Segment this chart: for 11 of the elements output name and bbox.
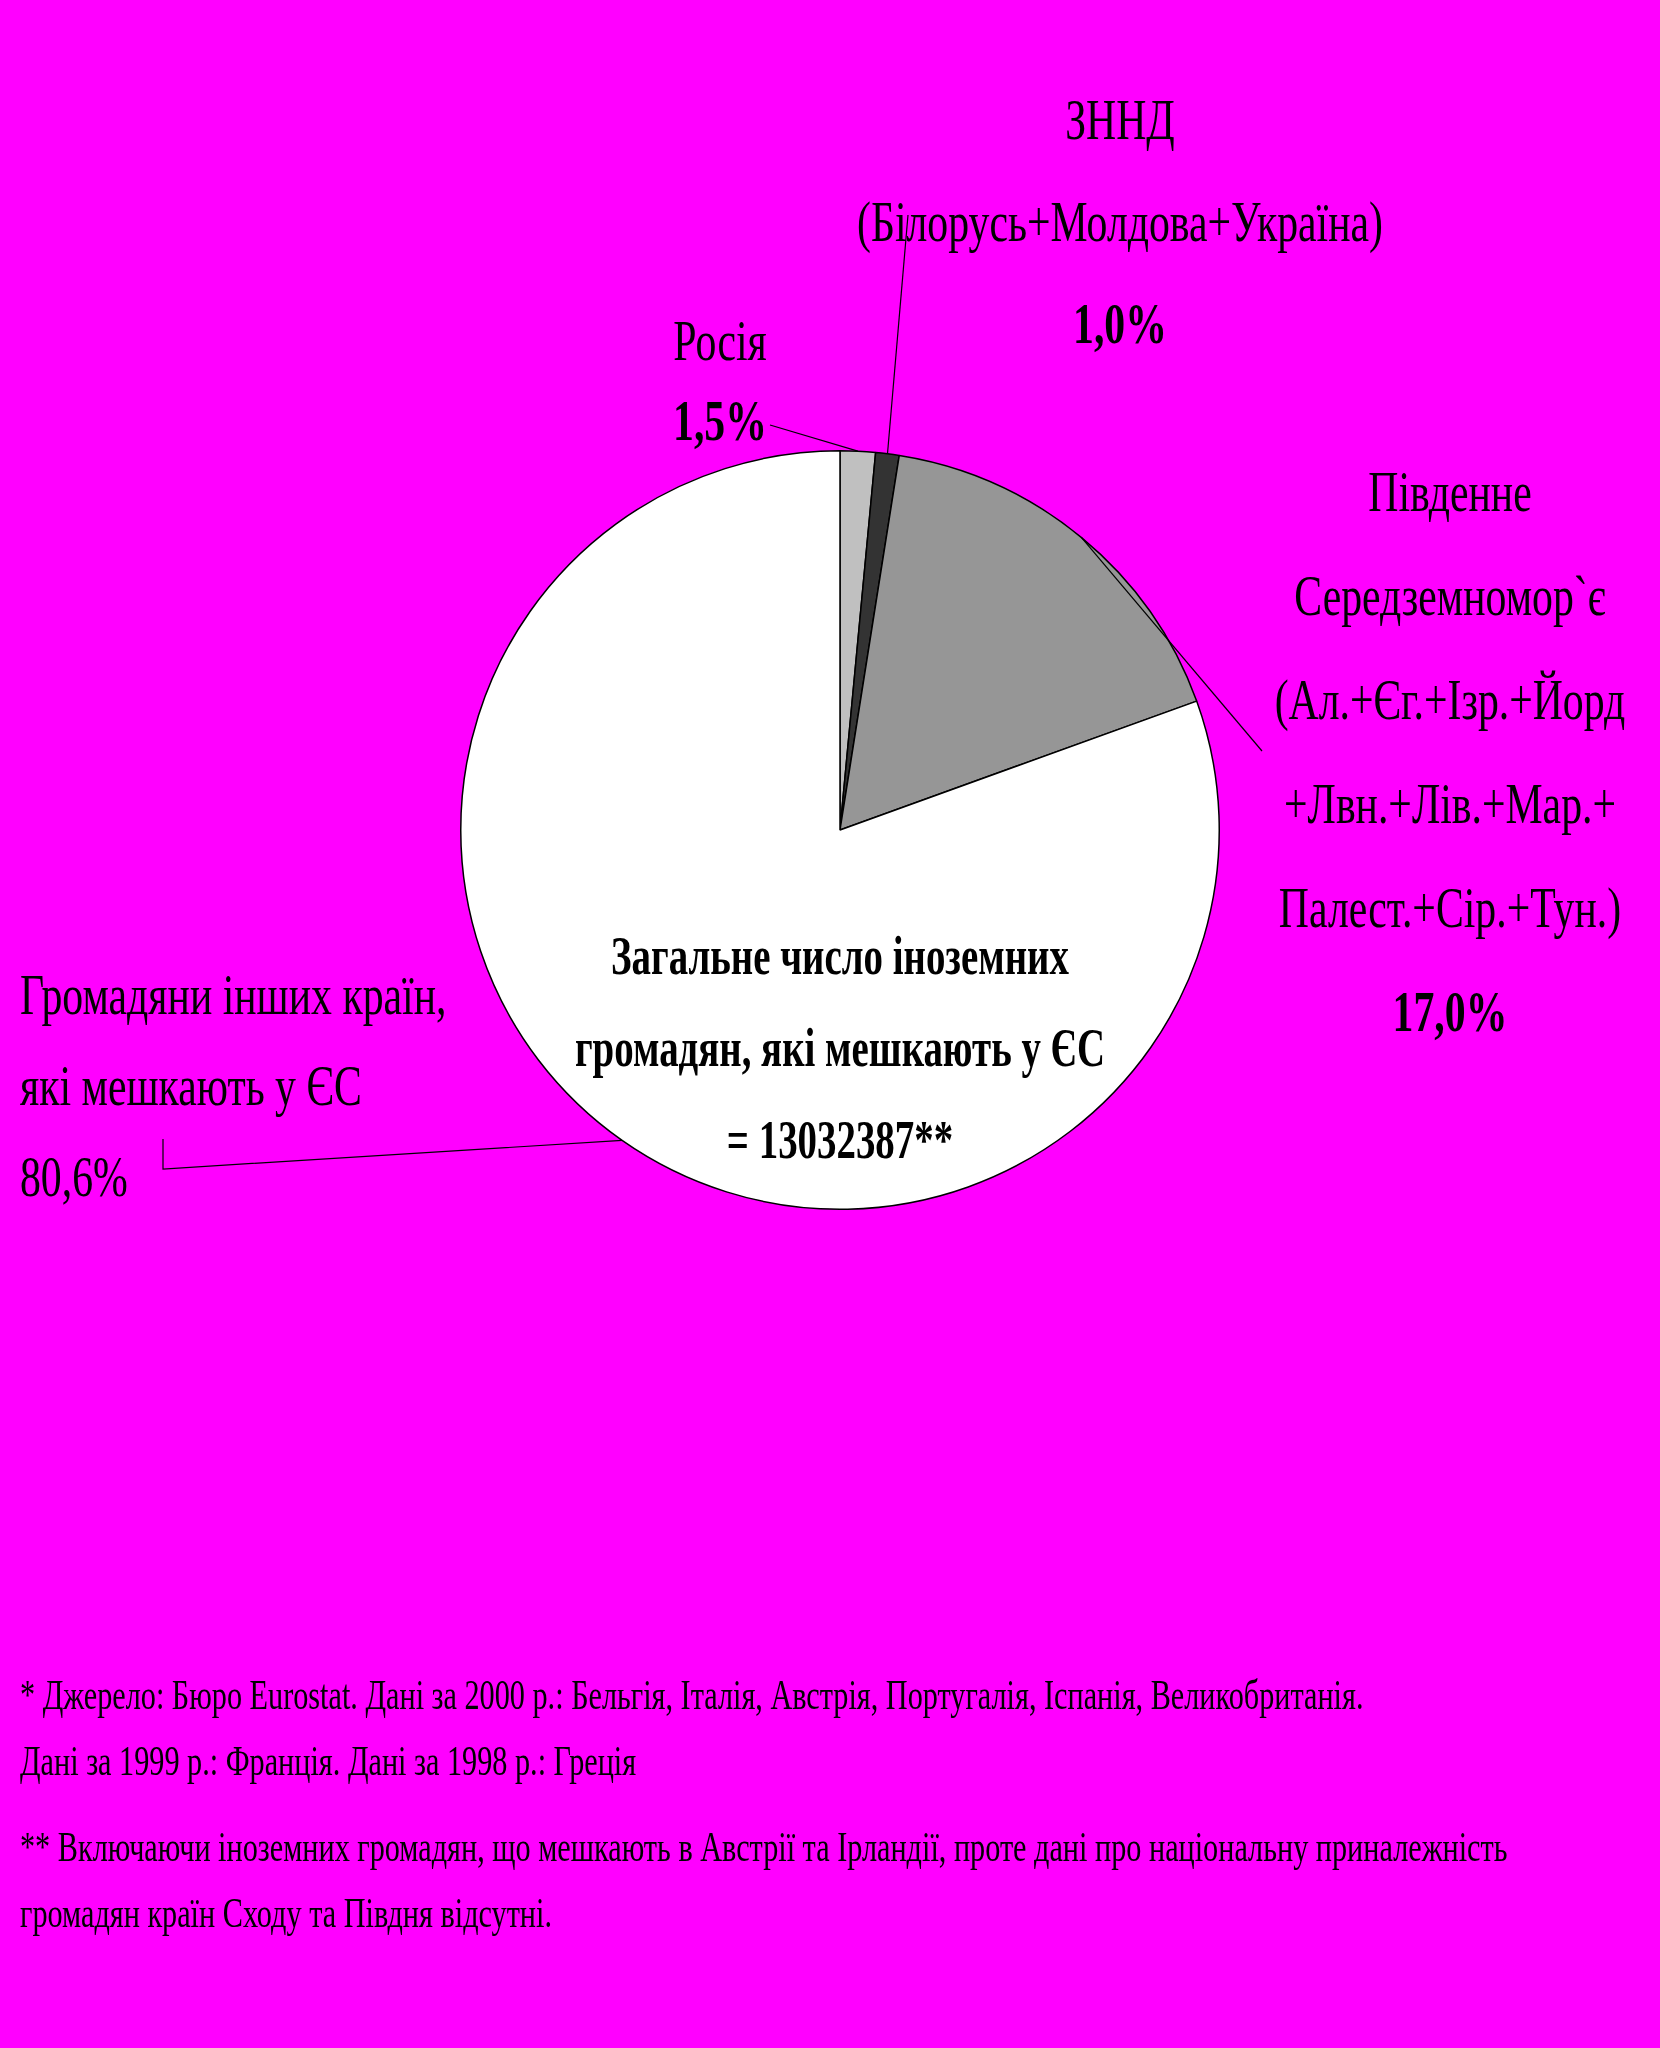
text: Загальне число іноземних громадян, які мешкають у ЄС = 13032387** <box>574 925 1106 1170</box>
data-label: 80,6% <box>20 1144 128 1209</box>
text: * Джерело: Бюро Eurostat. Дані за 2000 р.: Бельгія, Італія, Австрія, Португалія, Іспанія, Великобританія. Дані за 1999 р.: Франція. Дані за 1998 р.: Греція <box>20 1671 1364 1785</box>
text: ** Включаючи іноземних громадян, що мешкають в Австрії та Ірландії, проте дані про національну приналежність громадян країн Сходу та Півдня відсутні. <box>20 1823 1508 1937</box>
slice-label: Південне Середземномор`є (Ал.+Єг.+Ізр.+Йорд +Лвн.+Лів.+Мар.+ Палест.+Сір.+Тун.) <box>1274 459 1626 940</box>
data-label: 1,5% <box>673 388 767 453</box>
data-label: 17,0% <box>1392 979 1508 1044</box>
slice-label: ЗННД (Білорусь+Молдова+Україна) <box>857 87 1383 254</box>
slice-label: Громадяни інших країн, які мешкають у ЄС <box>20 962 447 1118</box>
slice-label: Росія <box>673 308 767 373</box>
data-label: 1,0% <box>1073 291 1167 356</box>
